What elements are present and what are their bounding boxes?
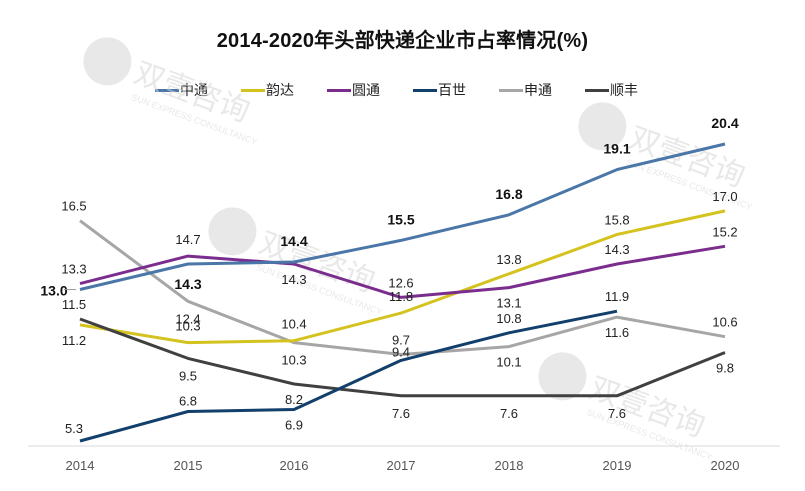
data-label: 14.4	[280, 233, 307, 249]
series-line	[79, 142, 726, 291]
x-tick-label: 2019	[603, 458, 632, 473]
data-label: 11.9	[605, 289, 629, 304]
legend-item: 顺丰	[585, 80, 671, 100]
data-label: 13.0	[40, 283, 67, 299]
data-label: 13.8	[496, 252, 521, 267]
legend-line-swatch	[155, 88, 179, 92]
legend-item: 申通	[499, 80, 585, 100]
data-label: 7.6	[608, 406, 626, 421]
data-label: 7.6	[500, 406, 518, 421]
x-tick-label: 2016	[280, 458, 309, 473]
legend-label: 圆通	[352, 82, 380, 98]
legend-item: 中通	[155, 80, 241, 100]
chart-title: 2014-2020年头部快递企业市占率情况(%)	[216, 30, 589, 52]
legend-line-swatch	[499, 88, 523, 92]
legend-line-swatch	[241, 88, 265, 92]
data-label: 13.1	[496, 296, 521, 311]
legend-item: 韵达	[241, 80, 327, 100]
data-labels: 13.0 14.3 14.4 15.5 16.8 19.1 20.4 11.2 10.3 10.4…	[40, 115, 738, 436]
x-tick-labels: 2014 2015 2016 2017 2018 2019 2020	[66, 458, 740, 473]
data-label: 15.8	[604, 212, 629, 227]
x-tick-label: 2014	[66, 458, 95, 473]
legend-line-swatch	[585, 88, 609, 92]
series-line	[79, 317, 726, 398]
watermark-logo-icon	[538, 352, 587, 401]
data-label: 9.4	[392, 344, 410, 359]
x-tick-label: 2017	[387, 458, 416, 473]
legend-label: 百世	[438, 82, 466, 98]
data-label: 14.7	[175, 232, 200, 247]
series-line	[79, 219, 726, 356]
legend-item: 圆通	[327, 80, 413, 100]
data-label: 14.3	[604, 242, 629, 257]
series-lines	[79, 142, 726, 443]
legend-line-swatch	[327, 88, 351, 92]
data-label: 17.0	[712, 189, 737, 204]
data-label: 14.3	[281, 272, 306, 287]
legend-label: 韵达	[266, 82, 294, 98]
data-label: 16.5	[61, 199, 86, 214]
data-label: 10.1	[496, 355, 521, 370]
data-label: 10.3	[175, 319, 200, 334]
data-label: 5.3	[65, 421, 83, 436]
data-label: 10.6	[712, 315, 737, 330]
data-label: 6.9	[285, 418, 303, 433]
legend: 中通 韵达 圆通 百世 申通 顺丰	[155, 80, 671, 100]
data-label: 19.1	[603, 141, 630, 157]
data-label: 16.8	[495, 186, 522, 202]
data-label: 6.8	[179, 393, 197, 408]
data-label: 11.2	[62, 333, 86, 348]
legend-item: 百世	[413, 80, 499, 100]
data-label: 15.2	[712, 224, 737, 239]
data-label: 7.6	[392, 406, 410, 421]
data-label: 12.4	[175, 311, 200, 326]
series-line	[79, 244, 726, 299]
data-label: 11.6	[605, 325, 629, 340]
data-label: 9.8	[716, 360, 734, 375]
legend-label: 申通	[524, 82, 552, 98]
data-label: 8.2	[285, 392, 303, 407]
data-label: 9.7	[392, 332, 410, 347]
legend-label: 顺丰	[610, 82, 638, 98]
data-label: 12.6	[388, 275, 413, 290]
x-tick-label: 2018	[495, 458, 524, 473]
series-line	[79, 309, 618, 443]
watermark-logo-icon	[208, 207, 257, 256]
data-label: 9.5	[179, 368, 197, 383]
data-label: 11.5	[62, 297, 86, 312]
data-label: 10.4	[281, 317, 306, 332]
data-label: 20.4	[711, 115, 738, 131]
data-label: 10.8	[496, 311, 521, 326]
x-tick-label: 2020	[711, 458, 740, 473]
series-line	[79, 209, 726, 345]
data-label: 14.3	[174, 276, 201, 292]
legend-label: 中通	[180, 82, 208, 98]
data-label: 10.3	[281, 353, 306, 368]
x-tick-label: 2015	[174, 458, 203, 473]
data-label: 15.5	[387, 211, 414, 227]
data-label: 11.8	[389, 289, 413, 304]
watermark-logo-icon	[83, 37, 132, 86]
legend-line-swatch	[413, 88, 437, 92]
data-label: 13.3	[61, 262, 86, 277]
watermark-logo-icon	[578, 102, 627, 151]
